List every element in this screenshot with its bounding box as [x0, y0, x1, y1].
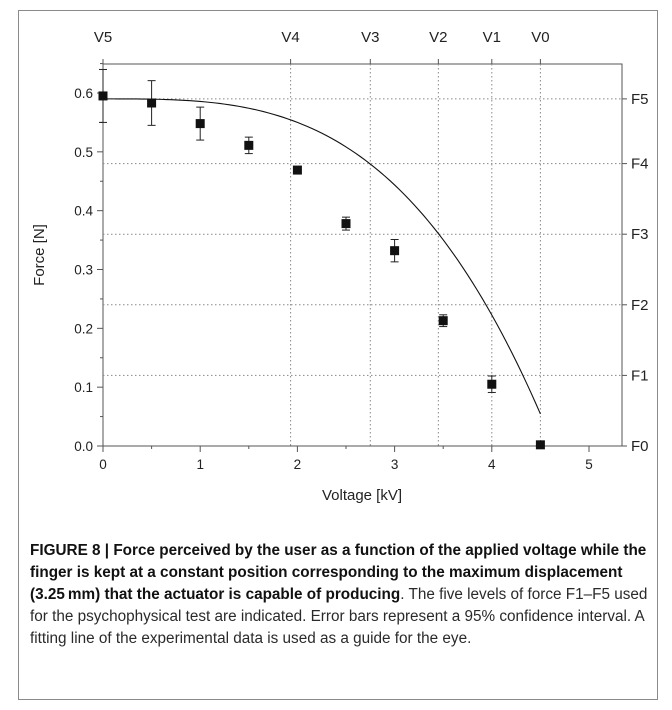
- force-level-label: F4: [631, 156, 649, 173]
- force-level-label: F5: [631, 91, 649, 108]
- voltage-level-label: V4: [281, 29, 299, 46]
- plot-area: [102, 63, 623, 447]
- force-level-label: F1: [631, 367, 649, 384]
- data-point: [341, 219, 351, 229]
- reference-grid: [103, 64, 622, 446]
- data-point: [195, 119, 205, 129]
- data-point: [244, 140, 254, 150]
- caption-body: . The five levels of force F1–F5 used fo…: [30, 586, 648, 647]
- voltage-level-label: V0: [531, 29, 549, 46]
- x-tick-label: 0: [99, 457, 107, 472]
- force-level-label: F2: [631, 297, 649, 314]
- y-tick-label: 0.3: [74, 263, 93, 278]
- x-tick-label: 2: [294, 457, 302, 472]
- data-point: [535, 440, 545, 450]
- voltage-level-label: V1: [483, 29, 501, 46]
- x-axis-label: Voltage [kV]: [322, 487, 402, 504]
- fit-line: [103, 98, 541, 415]
- x-tick-label: 1: [196, 457, 204, 472]
- data-point: [487, 379, 497, 389]
- y-tick-label: 0.5: [74, 145, 93, 160]
- y-tick-label: 0.1: [74, 380, 93, 395]
- voltage-level-label: V2: [429, 29, 447, 46]
- figure-caption: FIGURE 8 | Force perceived by the user a…: [30, 540, 648, 650]
- x-tick-label: 3: [391, 457, 399, 472]
- figure-frame: [18, 10, 658, 700]
- data-point: [438, 316, 448, 326]
- data-point: [292, 165, 302, 175]
- voltage-level-label: V5: [94, 29, 112, 46]
- data-point: [390, 246, 400, 256]
- y-axis-label: Force [N]: [31, 224, 48, 286]
- data-point: [147, 98, 157, 108]
- y-tick-label: 0.6: [74, 86, 93, 101]
- y-tick-label: 0.2: [74, 321, 93, 336]
- axes: V5 V4 V3 V2 V1 V0 F5 F4 F3 F2 F1 F0 0 1 2 3 4 5 0.0 0.1 0.2 0…: [74, 29, 648, 472]
- force-voltage-chart: V5 V4 V3 V2 V1 V0 F5 F4 F3 F2 F1 F0 0 1 2 3 4 5 0.0 0.1 0.2 0…: [31, 29, 649, 504]
- y-tick-label: 0.4: [74, 204, 93, 219]
- force-level-label: F0: [631, 438, 649, 455]
- force-level-label: F3: [631, 226, 649, 243]
- y-tick-label: 0.0: [74, 439, 93, 454]
- x-tick-label: 4: [488, 457, 496, 472]
- data-points: [98, 68, 545, 450]
- voltage-level-label: V3: [361, 29, 379, 46]
- caption-bold: FIGURE 8 | Force perceived by the user a…: [30, 542, 647, 603]
- x-tick-label: 5: [585, 457, 593, 472]
- data-point: [98, 91, 108, 101]
